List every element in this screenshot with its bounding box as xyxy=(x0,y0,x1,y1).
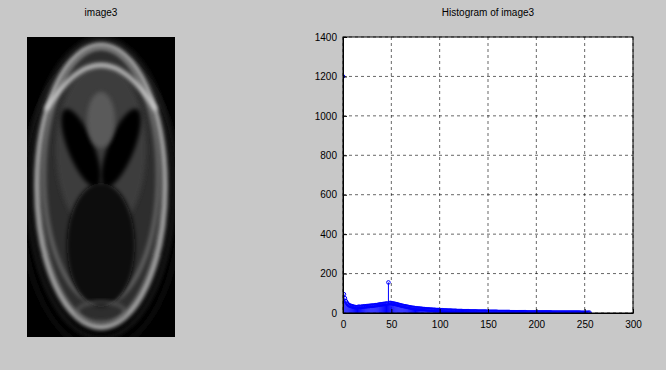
grid-line xyxy=(584,37,585,313)
grid-line xyxy=(343,76,633,77)
tick-mark xyxy=(343,116,347,117)
tick: 1400 xyxy=(315,32,347,43)
tick-mark xyxy=(585,309,586,313)
grid-line xyxy=(488,37,489,313)
tick: 300 xyxy=(625,309,642,330)
tick: 100 xyxy=(432,309,449,330)
tick-label: 200 xyxy=(320,268,337,279)
tick-label: 1400 xyxy=(315,32,338,43)
tick: 200 xyxy=(528,309,545,330)
tick-label: 800 xyxy=(320,150,337,161)
tick: 0 xyxy=(331,308,347,319)
tick-label: 0 xyxy=(341,319,347,330)
tick: 800 xyxy=(320,150,347,161)
grid-line xyxy=(343,234,633,235)
tick-mark xyxy=(343,234,347,235)
tick: 1000 xyxy=(315,111,347,122)
tick: 200 xyxy=(320,268,347,279)
stem-marker xyxy=(387,281,391,285)
grid-line xyxy=(536,37,537,313)
tick-mark xyxy=(440,309,441,313)
plot-frame xyxy=(343,37,633,313)
tick-label: 1200 xyxy=(315,71,338,82)
tick-mark xyxy=(343,37,347,38)
tick-mark xyxy=(343,274,347,275)
tick-mark xyxy=(343,155,347,156)
axis-line xyxy=(344,313,634,314)
tick-label: 200 xyxy=(528,319,545,330)
tick-label: 300 xyxy=(625,319,642,330)
grid-line xyxy=(343,155,633,156)
tick-label: 150 xyxy=(480,319,497,330)
stem xyxy=(388,282,389,313)
plot-background xyxy=(343,37,633,313)
figure-background xyxy=(0,0,666,370)
image-texture xyxy=(37,45,165,327)
tick: 50 xyxy=(386,309,398,330)
tick-mark xyxy=(633,309,634,313)
image-texture xyxy=(28,38,174,337)
image-texture xyxy=(67,183,135,307)
panel-title: image3 xyxy=(85,7,118,18)
tick: 400 xyxy=(320,229,347,240)
y-axis: 0 200 400 600 800 1000 1200 1400 xyxy=(315,32,347,319)
tick-mark xyxy=(391,309,392,313)
tick-mark xyxy=(488,309,489,313)
tick-mark xyxy=(536,309,537,313)
tick: 150 xyxy=(480,309,497,330)
image-texture xyxy=(38,46,164,326)
tick-label: 600 xyxy=(320,189,337,200)
image-texture xyxy=(87,92,115,148)
tick-label: 100 xyxy=(432,319,449,330)
grid xyxy=(343,37,633,313)
stems xyxy=(343,75,591,313)
grid-line xyxy=(343,115,633,116)
tick: 1200 xyxy=(315,71,347,82)
grid-line xyxy=(391,37,392,313)
figure: image3 0 50 100 150 200 250 300 0 200 400 600 800 100… xyxy=(0,0,666,370)
grid-line xyxy=(343,273,633,274)
axis-line xyxy=(343,38,344,314)
image-panel xyxy=(27,37,175,337)
grid-line xyxy=(343,194,633,195)
grid-line xyxy=(439,37,440,313)
x-axis: 0 50 100 150 200 250 300 xyxy=(341,309,643,330)
image-texture xyxy=(77,302,125,322)
tick: 250 xyxy=(577,309,594,330)
tick-label: 250 xyxy=(577,319,594,330)
tick-label: 50 xyxy=(386,319,398,330)
tick: 600 xyxy=(320,189,347,200)
tick-mark xyxy=(343,76,347,77)
tick-mark xyxy=(343,313,347,314)
panel-title: Histogram of image3 xyxy=(442,7,535,18)
tick-label: 400 xyxy=(320,229,337,240)
tick-mark xyxy=(343,195,347,196)
tick-label: 0 xyxy=(331,308,337,319)
tick-label: 1000 xyxy=(315,111,338,122)
image-background xyxy=(27,37,175,337)
